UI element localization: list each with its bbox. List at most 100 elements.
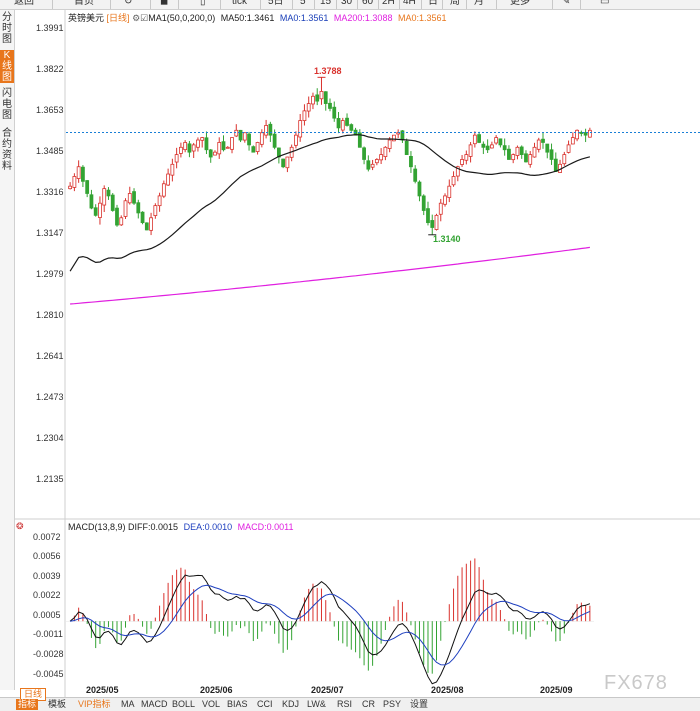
macd-panel-icon[interactable]: ❂ [16,521,24,531]
ma0-value: MA0:1.3561 [279,13,329,23]
period-icon-2[interactable]: ▯ [200,0,206,7]
candle-body [225,146,230,149]
candle-body [545,143,550,153]
candle-body [340,120,345,131]
candle-body [89,194,94,209]
macd-tick-label: 0.0005 [33,610,61,621]
tab-ma[interactable]: MA [121,699,135,709]
macd-dea-value: DEA:0.0010 [183,522,233,532]
candle-body [166,173,171,186]
tab-rsi[interactable]: RSI [337,699,353,709]
candle-body [460,159,464,165]
tab-cci[interactable]: CCI [257,699,273,709]
tab-month[interactable]: 月 [474,0,484,7]
tab-bias[interactable]: BIAS [227,699,248,709]
candle-body [242,132,247,141]
side-tab-timeshare[interactable]: 分时图 [2,12,12,45]
more-button[interactable]: 更多 [510,0,530,7]
candle-body [387,139,392,149]
candle-body [336,118,341,129]
tab-cr[interactable]: CR [362,699,375,709]
tab-psy[interactable]: PSY [383,699,402,709]
price-tick-label: 1.3147 [36,228,64,239]
candle-body [285,156,290,169]
tab-template[interactable]: 模板 [48,699,67,709]
tab-kdj[interactable]: KDJ [282,699,300,709]
candle-body [179,146,183,154]
candle-body [136,202,141,214]
side-tab-flash[interactable]: 闪电图 [2,88,12,121]
candle-body [549,149,554,160]
candle-body [298,120,303,138]
side-tab-contract[interactable]: 合约资料 [2,128,12,172]
tab-indicator[interactable]: 指标 [16,699,39,710]
period-icon-1[interactable]: ◼ [160,0,169,7]
tab-week[interactable]: 周 [450,0,460,7]
price-tick-label: 1.3316 [36,187,64,198]
low-annotation: 1.3140 [433,234,461,244]
candle-body [106,189,111,197]
macd-legend: MACD(13,8,9) DIFF:0.0015 DEA:0.0010 MACD… [68,522,294,533]
candle-body [161,183,166,197]
candle-body [196,139,200,148]
candle-body [566,144,571,153]
window-icon[interactable]: ▭ [600,0,610,7]
candle-body [362,147,366,160]
tab-vip[interactable]: VIP指标 [78,699,111,709]
refresh-icon[interactable]: ↻ [124,0,133,7]
ma200-line [70,246,590,305]
tool-icon[interactable]: ✎ [562,0,571,7]
candle-body [68,185,73,190]
candle-body [187,143,192,153]
macd-tick-label: -0.0045 [33,668,64,679]
price-tick-label: 1.3822 [36,64,64,75]
candle-body [553,158,558,173]
tab-60min[interactable]: 60 [362,0,374,7]
tab-macd[interactable]: MACD [141,699,168,709]
candle-body [434,214,439,230]
tab-settings[interactable]: 设置 [410,699,429,709]
candle-body [507,148,511,160]
ma50-line [69,134,591,272]
tab-vol[interactable]: VOL [202,699,221,709]
settings-icon[interactable]: ⚙ [132,13,141,23]
checkbox-icon[interactable]: ☑ [140,13,149,23]
main-legend: 英镑美元 [日线] ⚙☑MA1(50,0,200,0) MA50:1.3461 … [68,13,447,24]
candle-body [217,142,222,155]
candle-body [200,137,205,141]
candle-body [213,151,217,156]
tab-4h[interactable]: 4H [403,0,416,7]
tab-5day[interactable]: 5日 [268,0,284,7]
period-label: [日线] [106,13,130,23]
candle-body [319,91,324,100]
price-tick-label: 1.2979 [36,268,64,279]
tab-tick[interactable]: tick [232,0,247,7]
tab-lw[interactable]: LW& [307,699,326,709]
macd-name: MACD(13,8,9) [68,522,126,532]
candle-body [528,154,533,165]
macd-macd-value: MACD:0.0011 [237,522,294,532]
x-label-may: 2025/05 [86,685,119,695]
candle-body [157,195,162,207]
candle-body [234,129,239,137]
tab-5min[interactable]: 5 [300,0,306,7]
candle-body [409,156,413,168]
tab-day[interactable]: 日 [428,0,438,7]
candle-body [306,103,311,112]
home-button[interactable]: 首页 [74,0,94,7]
x-label-sep: 2025/09 [540,685,573,695]
tab-boll[interactable]: BOLL [172,699,196,709]
tab-2h[interactable]: 2H [382,0,395,7]
back-button[interactable]: 返回 [14,0,34,7]
candle-body [404,140,409,156]
high-annotation: 1.3788 [314,66,342,76]
candle-body [485,145,490,151]
tab-15min[interactable]: 15 [320,0,332,7]
candle-body [119,217,124,226]
candle-body [221,141,226,151]
tab-30min[interactable]: 30 [341,0,353,7]
candle-body [472,134,477,145]
candle-body [85,180,90,194]
